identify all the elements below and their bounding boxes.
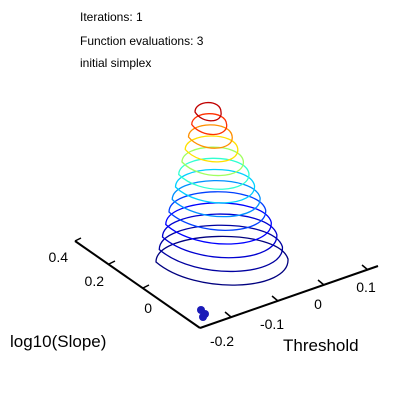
y-tick-label: 0.2 <box>85 273 105 289</box>
y-tick-label: 0.4 <box>49 249 69 265</box>
contour-lines <box>155 101 289 286</box>
x-tick-label: -0.2 <box>210 333 234 349</box>
contour-level-12 <box>191 113 228 136</box>
contour-level-6 <box>171 179 261 218</box>
x-axis-label: Threshold <box>283 336 359 355</box>
iterations-text: Iterations: 1 <box>80 10 143 24</box>
y-axis-label: log10(Slope) <box>10 332 106 351</box>
contour-level-3 <box>161 213 278 259</box>
contour-level-4 <box>165 202 272 245</box>
contour-level-2 <box>158 224 284 273</box>
x-tick-label: 0.1 <box>356 279 376 295</box>
contour-level-1 <box>155 235 289 286</box>
y-tick-mark <box>108 260 116 265</box>
y-tick-label: 0 <box>144 300 152 316</box>
function-evaluations-text: Function evaluations: 3 <box>80 34 204 48</box>
x-tick-mark <box>317 279 325 286</box>
contour-level-10 <box>184 135 239 163</box>
x-tick-label: -0.1 <box>260 316 284 332</box>
y-tick-mark <box>74 237 82 242</box>
y-tick-mark <box>142 284 150 289</box>
x-tick-label: 0 <box>314 296 322 312</box>
x-tick-mark <box>224 311 232 318</box>
simplex-markers <box>197 306 209 321</box>
x-axis-line <box>199 265 379 329</box>
contour-level-13 <box>194 101 222 122</box>
contour-level-11 <box>187 124 233 149</box>
contour-level-9 <box>181 146 244 177</box>
x-tick-mark <box>361 264 369 271</box>
simplex-point <box>199 313 207 321</box>
x-tick-mark <box>271 295 279 302</box>
y-axis-line <box>74 240 201 329</box>
phase-text: initial simplex <box>80 56 152 70</box>
contour-level-5 <box>168 191 267 231</box>
contour-level-8 <box>178 157 250 190</box>
contour-level-7 <box>174 168 256 204</box>
